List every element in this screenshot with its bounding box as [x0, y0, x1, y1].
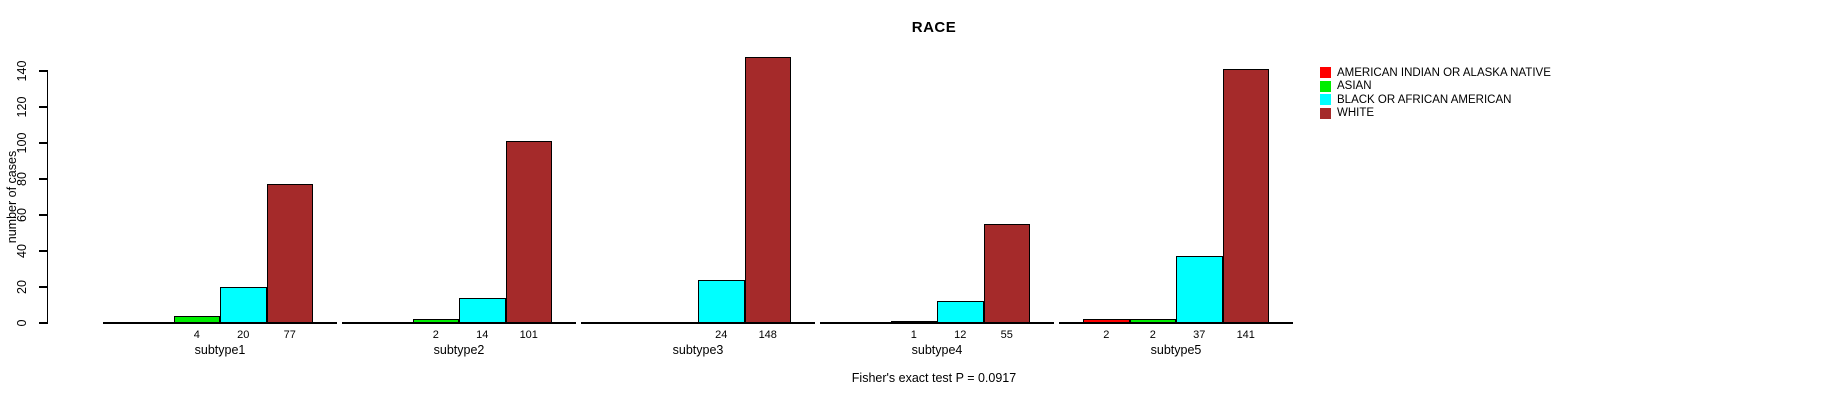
bar-value-label: 1	[910, 329, 917, 341]
y-tick	[39, 178, 48, 180]
bar-value-label: 101	[519, 329, 538, 341]
legend-item: AMERICAN INDIAN OR ALASKA NATIVE	[1320, 66, 1551, 80]
bar	[698, 279, 745, 323]
bar-value-label: 55	[1000, 329, 1013, 341]
bar	[1083, 319, 1130, 323]
y-axis-line	[46, 71, 48, 323]
bar-value-label: 2	[1103, 329, 1110, 341]
bar-value-label: 2	[1149, 329, 1156, 341]
y-tick-label: 100	[15, 132, 29, 154]
legend-label: ASIAN	[1337, 80, 1372, 93]
legend-label: WHITE	[1337, 107, 1375, 120]
category-label: subtype2	[433, 343, 485, 357]
legend-item: WHITE	[1320, 107, 1551, 121]
legend: AMERICAN INDIAN OR ALASKA NATIVE ASIAN BLA…	[1320, 66, 1551, 120]
y-tick	[39, 142, 48, 144]
category-label: subtype1	[194, 343, 246, 357]
bar	[505, 141, 552, 323]
legend-item: ASIAN	[1320, 80, 1551, 94]
y-tick	[39, 214, 48, 216]
bar-value-label: 148	[758, 329, 777, 341]
legend-swatch	[1320, 94, 1331, 106]
legend-item: BLACK OR AFRICAN AMERICAN	[1320, 93, 1551, 107]
chart-title: RACE	[911, 19, 957, 36]
bar	[937, 301, 984, 323]
bar-value-label: 2	[432, 329, 439, 341]
bar	[1222, 69, 1269, 323]
bar	[1129, 319, 1176, 323]
bar-value-label: 12	[954, 329, 967, 341]
bar	[1176, 256, 1223, 323]
legend-swatch	[1320, 67, 1331, 79]
bar	[173, 315, 220, 323]
category-label: subtype3	[672, 343, 724, 357]
legend-label: BLACK OR AFRICAN AMERICAN	[1337, 93, 1512, 106]
bar	[412, 319, 459, 323]
legend-swatch	[1320, 107, 1331, 119]
bar	[266, 184, 313, 323]
x-axis-segment	[820, 322, 1054, 324]
bar	[220, 287, 267, 323]
x-axis-segment	[1059, 322, 1293, 324]
x-axis-segment	[581, 322, 815, 324]
category-label: subtype4	[911, 343, 963, 357]
y-tick	[39, 286, 48, 288]
y-tick-label: 60	[15, 208, 29, 222]
y-tick	[39, 106, 48, 108]
y-tick-label: 80	[15, 172, 29, 186]
category-label: subtype5	[1150, 343, 1202, 357]
y-tick-label: 140	[15, 60, 29, 82]
bar-value-label: 37	[1193, 329, 1206, 341]
bar-value-label: 14	[476, 329, 489, 341]
bar-value-label: 4	[193, 329, 200, 341]
bar	[890, 320, 937, 323]
legend-swatch	[1320, 80, 1331, 92]
bar	[744, 56, 791, 323]
y-tick	[39, 250, 48, 252]
bar-value-label: 77	[283, 329, 296, 341]
x-axis-segment	[103, 322, 337, 324]
bar-value-label: 24	[715, 329, 728, 341]
y-tick	[39, 70, 48, 72]
fisher-annotation: Fisher's exact test P = 0.0917	[851, 371, 1017, 385]
y-tick-label: 0	[15, 319, 29, 327]
bar	[983, 224, 1030, 323]
bar	[459, 297, 506, 323]
bar-value-label: 141	[1236, 329, 1255, 341]
y-tick-label: 120	[15, 96, 29, 118]
bar-value-label: 20	[237, 329, 250, 341]
y-tick	[39, 322, 48, 324]
y-tick-label: 20	[15, 280, 29, 294]
legend-label: AMERICAN INDIAN OR ALASKA NATIVE	[1337, 66, 1551, 79]
y-tick-label: 40	[15, 244, 29, 258]
x-axis-segment	[342, 322, 576, 324]
